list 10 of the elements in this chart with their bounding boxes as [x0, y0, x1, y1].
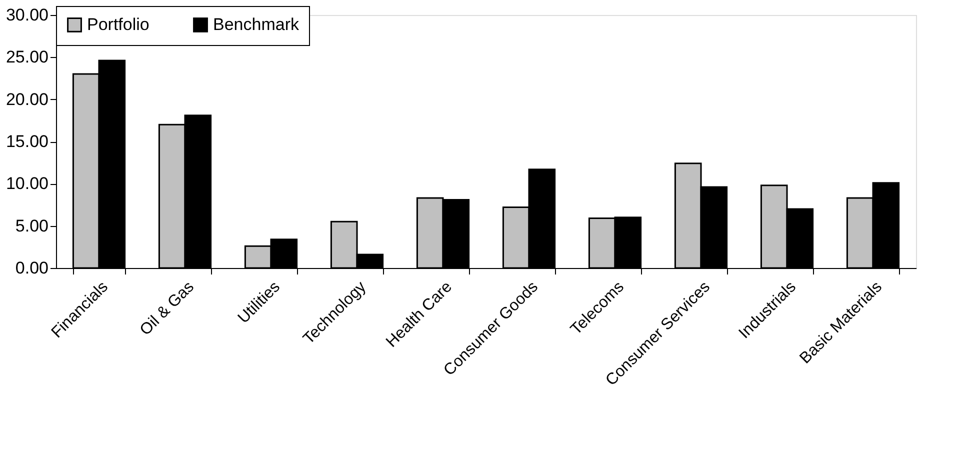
- y-tick-label: 15.00: [6, 132, 48, 151]
- y-tick-label: 10.00: [6, 174, 48, 194]
- y-tick-label: 30.00: [6, 6, 48, 24]
- y-tick-label: 0.00: [15, 258, 48, 278]
- x-tick-label: Oil & Gas: [137, 278, 198, 339]
- legend-label: Benchmark: [213, 14, 300, 34]
- legend-label: Portfolio: [87, 14, 150, 34]
- y-tick-label: 20.00: [6, 90, 48, 109]
- y-tick-label: 25.00: [6, 48, 48, 67]
- y-tick-label: 5.00: [15, 216, 48, 236]
